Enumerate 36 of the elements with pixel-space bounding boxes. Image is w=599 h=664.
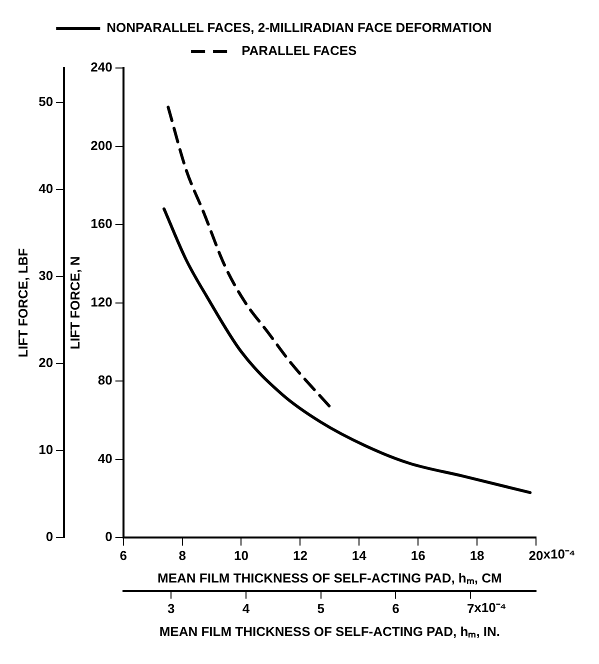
- line-series: [166, 106, 332, 408]
- y2-tick-label: 30: [38, 268, 54, 284]
- x-tick-label: 12: [292, 548, 308, 563]
- x-tick-label: 20: [528, 548, 544, 563]
- x2-tick-label: 4: [242, 601, 250, 616]
- text: x10⁻⁴: [543, 546, 576, 562]
- x-tick-label: 16: [410, 548, 426, 563]
- x2-tick-label: 6: [392, 601, 400, 616]
- y2-tick-label: 40: [38, 181, 54, 196]
- y-tick-label: 120: [90, 294, 112, 310]
- x2-axis-title: MEAN FILM THICKNESS OF SELF-ACTING PAD, hₘ, IN.: [159, 624, 500, 639]
- y-tick-label: 240: [90, 60, 112, 75]
- y-tick-label: 160: [90, 216, 112, 232]
- y2-tick-label: 50: [38, 94, 54, 110]
- y2-axis-title: LIFT FORCE, LBF: [15, 248, 30, 358]
- legend-label: PARALLEL FACES: [242, 43, 358, 58]
- line-series: [162, 207, 532, 494]
- y2-tick-label: 20: [38, 355, 54, 370]
- y-tick-label: 80: [98, 372, 112, 388]
- x-axis-title: MEAN FILM THICKNESS OF SELF-ACTING PAD, hₘ, CM: [158, 570, 502, 586]
- x2-tick-label: 7: [466, 601, 474, 616]
- y-tick-label: 200: [90, 138, 112, 153]
- x-tick-label: 6: [120, 548, 127, 563]
- x-tick-label: 18: [470, 548, 484, 563]
- x2-tick-label: 3: [167, 601, 175, 616]
- x-tick-label: 10: [234, 548, 248, 563]
- y-axis-title: LIFT FORCE, N: [67, 256, 82, 350]
- x-tick-label: 14: [352, 548, 368, 563]
- x-tick-label: 8: [178, 548, 186, 563]
- text: x10⁻⁴: [474, 600, 506, 615]
- y2-tick-label: 10: [38, 442, 54, 458]
- y2-tick-label: 0: [46, 529, 54, 544]
- x2-tick-label: 5: [317, 601, 324, 616]
- legend-label: NONPARALLEL FACES, 2-MILLIRADIAN FACE DEFORMATION: [106, 20, 492, 36]
- y-tick-label: 40: [98, 450, 112, 466]
- y-tick-label: 0: [105, 529, 112, 544]
